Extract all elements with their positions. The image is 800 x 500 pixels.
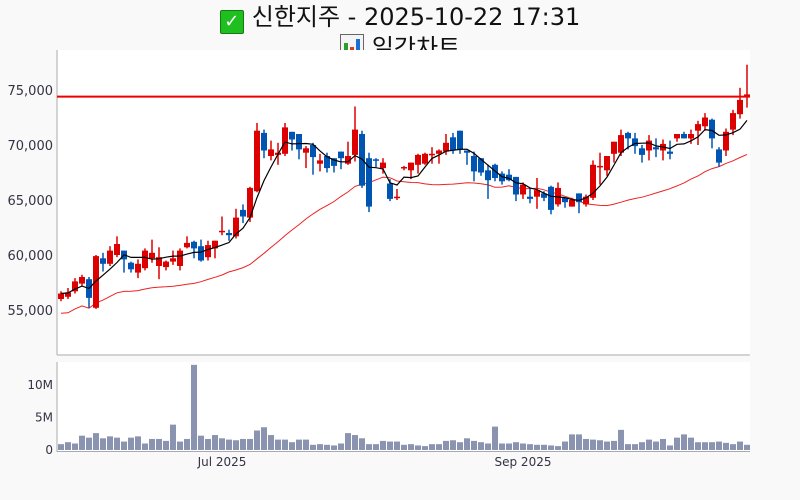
price-y-axis: 55,000 60,000 65,000 70,000 75,000 [8,50,750,356]
date-x-axis: Jul 2025 Sep 2025 [197,455,552,469]
price-tick-label: 55,000 [8,304,54,319]
price-tick-label: 75,000 [8,84,54,99]
volume-plot-area [57,362,750,452]
ma-long-line [60,153,748,314]
date-tick-label: Jul 2025 [197,455,247,469]
checkmark-icon: ✓ [219,10,244,34]
price-tick-label: 70,000 [8,139,54,154]
price-tick-label: 60,000 [8,249,54,264]
price-plot-area [57,50,750,355]
volume-tick-label: 10M [27,378,53,392]
date-tick-label: Sep 2025 [495,455,552,469]
price-tick-label: 65,000 [8,194,54,209]
volume-bars [58,364,750,450]
ma-short-line [60,120,748,295]
volume-y-axis: 0 5M 10M [27,362,750,457]
volume-tick-label: 0 [45,443,53,457]
chart-title: ✓ 신한지주 - 2025-10-22 17:31 [0,2,800,34]
volume-tick-label: 5M [35,411,53,425]
